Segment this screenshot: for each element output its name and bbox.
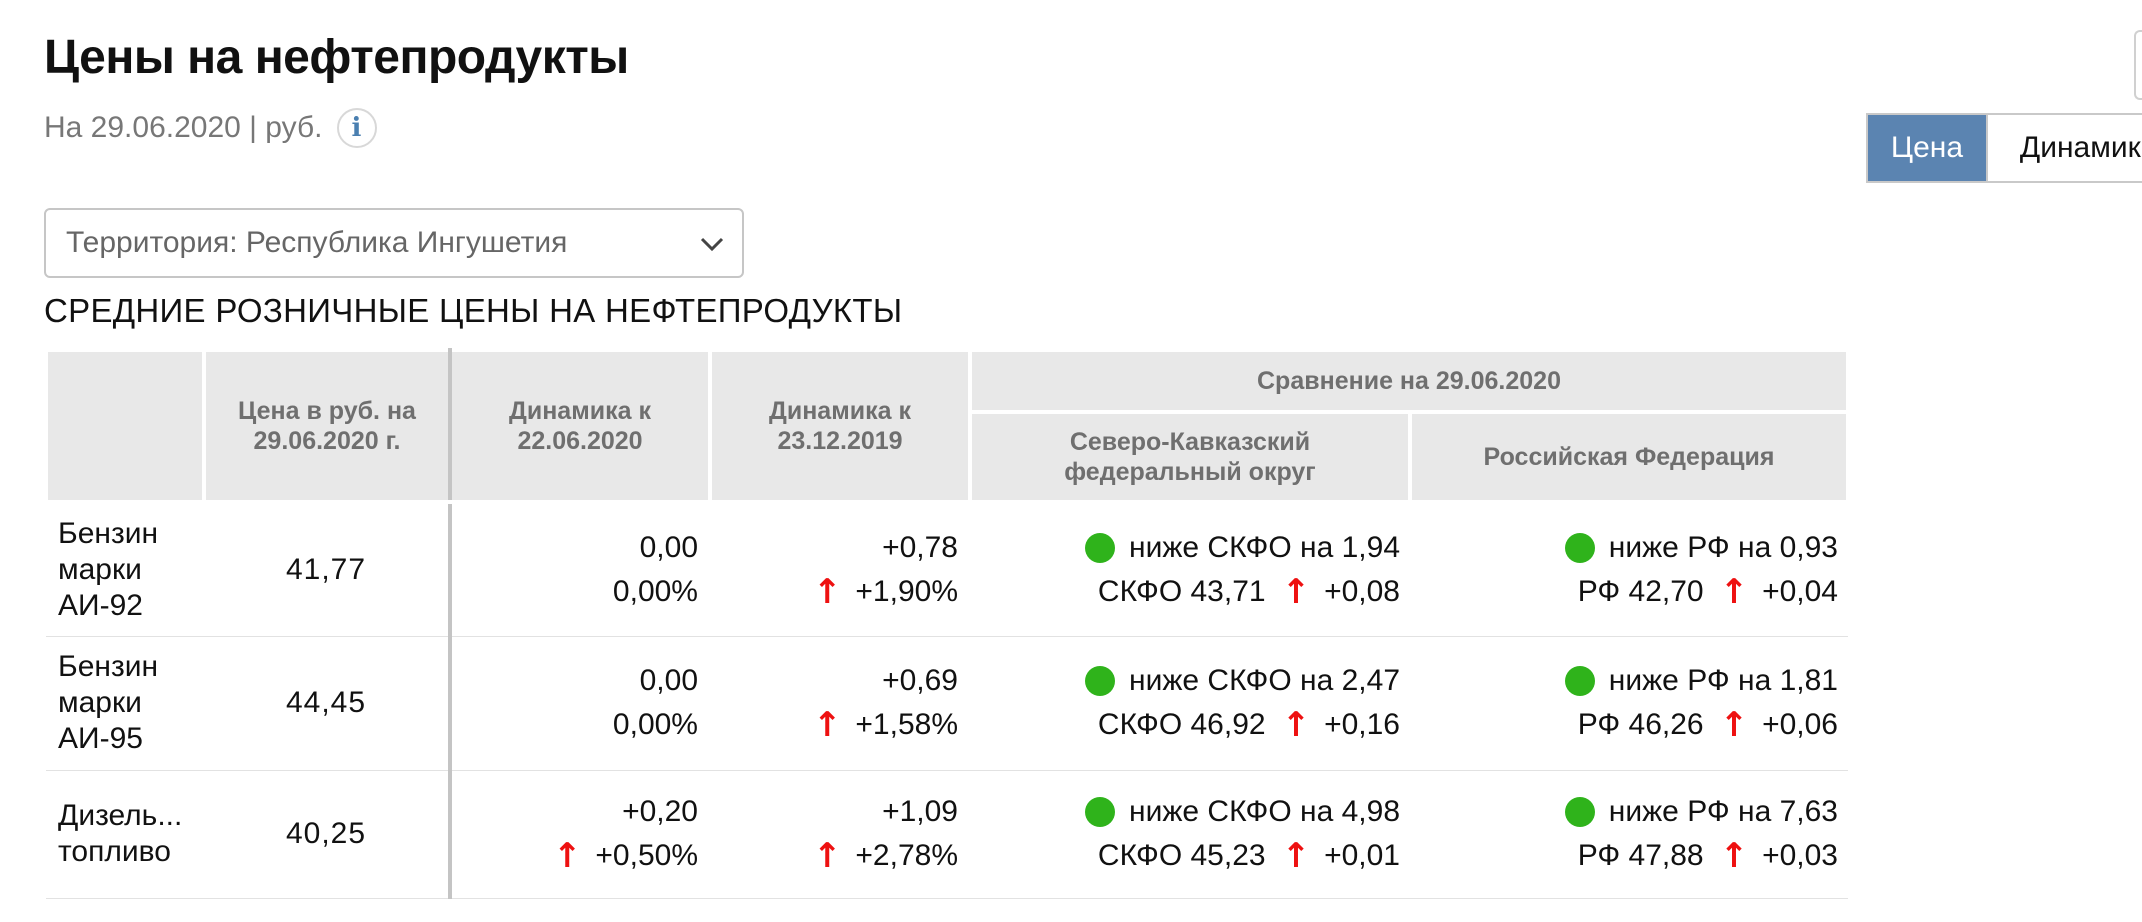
up-arrow-icon: ↑ <box>1719 836 1749 876</box>
district-ref-price: СКФО 43,71 <box>1097 574 1266 608</box>
district-comparison-cell: ниже СКФО на 1,94 СКФО 43,71 ↑ +0,08 <box>970 502 1410 637</box>
up-arrow-icon: ↑ <box>1719 571 1749 612</box>
product-name: Бензин марки АИ-95 <box>46 636 204 771</box>
up-arrow-icon: ↑ <box>552 836 582 876</box>
green-dot-icon <box>1085 532 1116 563</box>
dynamics-half-abs: +0,69 <box>882 664 958 697</box>
header-comparison: Сравнение на 29.06.2020 <box>968 348 1850 414</box>
header-product <box>44 348 206 504</box>
table-row: Бензин марки АИ-92 41,77 0,00 0,00% +0,7… <box>46 502 1848 637</box>
header-price: Цена в руб. на 29.06.2020 г. <box>202 348 452 504</box>
product-name: Дизель... топливо <box>46 770 204 899</box>
district-comparison-text: ниже СКФО на 1,94 <box>1129 530 1400 564</box>
edge-panel-handle[interactable] <box>2134 30 2142 100</box>
dynamics-half-cell: +0,69 ↑ +1,58% <box>710 636 970 771</box>
dynamics-week-cell: +0,20 ↑ +0,50% <box>450 770 710 899</box>
district-change: +0,08 <box>1324 574 1400 608</box>
dynamics-half-abs: +0,78 <box>882 530 958 564</box>
dynamics-week-abs: 0,00 <box>639 664 698 697</box>
dynamics-week-pct: 0,00% <box>612 574 698 608</box>
russia-change: +0,04 <box>1762 574 1838 608</box>
up-arrow-icon: ↑ <box>1281 571 1311 612</box>
up-arrow-icon: ↑ <box>812 836 842 876</box>
date-unit-subtitle: На 29.06.2020 | руб. i <box>44 108 377 148</box>
dynamics-half-cell: +1,09 ↑ +2,78% <box>710 770 970 899</box>
dynamics-week-pct: 0,00% <box>612 708 698 741</box>
up-arrow-icon: ↑ <box>812 571 842 612</box>
header-russia: Российская Федерация <box>1408 410 1850 504</box>
russia-comparison-text: ниже РФ на 1,81 <box>1608 664 1838 697</box>
dynamics-week-abs: 0,00 <box>639 530 698 564</box>
green-dot-icon <box>1564 797 1595 827</box>
dynamics-half-abs: +1,09 <box>882 795 958 828</box>
up-arrow-icon: ↑ <box>1281 836 1311 876</box>
header-dynamics-half-year: Динамика к 23.12.2019 <box>708 348 972 504</box>
russia-comparison-text: ниже РФ на 0,93 <box>1608 530 1838 564</box>
subtitle-text: На 29.06.2020 | руб. <box>44 111 323 144</box>
russia-comparison-cell: ниже РФ на 1,81 РФ 46,26 ↑ +0,06 <box>1410 636 1848 771</box>
up-arrow-icon: ↑ <box>1719 705 1749 745</box>
district-comparison-text: ниже СКФО на 2,47 <box>1129 664 1400 697</box>
district-ref-price: СКФО 46,92 <box>1097 708 1266 741</box>
dynamics-half-pct: +1,58% <box>855 708 958 741</box>
green-dot-icon <box>1564 666 1595 696</box>
table-row: Дизель... топливо 40,25 +0,20 ↑ +0,50% +1… <box>46 770 1848 899</box>
russia-change: +0,03 <box>1762 839 1838 872</box>
dynamics-week-abs: +0,20 <box>622 795 698 828</box>
section-title: СРЕДНИЕ РОЗНИЧНЫЕ ЦЕНЫ НА НЕФТЕПРОДУКТЫ <box>44 292 903 329</box>
price-value: 44,45 <box>204 636 452 771</box>
territory-select[interactable]: Территория: Республика Ингушетия <box>44 208 744 278</box>
table-row: Бензин марки АИ-95 44,45 0,00 0,00% +0,6… <box>46 636 1848 771</box>
russia-ref-price: РФ 47,88 <box>1577 839 1704 872</box>
toggle-dynamics-button[interactable]: Динамика <box>1986 115 2142 181</box>
price-value: 40,25 <box>204 770 452 899</box>
page-title: Цены на нефтепродукты <box>44 31 629 84</box>
district-change: +0,16 <box>1324 708 1400 741</box>
russia-ref-price: РФ 46,26 <box>1577 708 1704 741</box>
territory-select-value: Территория: Республика Ингушетия <box>66 226 568 259</box>
dynamics-half-pct: +2,78% <box>855 839 958 872</box>
up-arrow-icon: ↑ <box>1281 705 1311 745</box>
toggle-price-button[interactable]: Цена <box>1868 115 1986 181</box>
green-dot-icon <box>1085 797 1116 827</box>
price-value: 41,77 <box>204 502 452 637</box>
chevron-down-icon <box>700 237 724 252</box>
dynamics-week-cell: 0,00 0,00% <box>450 502 710 637</box>
dynamics-week-cell: 0,00 0,00% <box>450 636 710 771</box>
green-dot-icon <box>1085 666 1116 696</box>
russia-comparison-cell: ниже РФ на 7,63 РФ 47,88 ↑ +0,03 <box>1410 770 1848 899</box>
header-dynamics-week: Динамика к 22.06.2020 <box>448 348 712 504</box>
district-comparison-cell: ниже СКФО на 2,47 СКФО 46,92 ↑ +0,16 <box>970 636 1410 771</box>
district-change: +0,01 <box>1324 839 1400 872</box>
up-arrow-icon: ↑ <box>812 705 842 745</box>
russia-change: +0,06 <box>1762 708 1838 741</box>
green-dot-icon <box>1564 532 1595 563</box>
prices-table: Цена в руб. на 29.06.2020 г. Динамика к … <box>44 348 1850 899</box>
header-district: Северо-Кавказский федеральный округ <box>968 410 1412 504</box>
russia-ref-price: РФ 42,70 <box>1577 574 1704 608</box>
info-icon[interactable]: i <box>336 108 377 148</box>
product-name: Бензин марки АИ-92 <box>46 502 204 637</box>
district-comparison-cell: ниже СКФО на 4,98 СКФО 45,23 ↑ +0,01 <box>970 770 1410 899</box>
russia-comparison-cell: ниже РФ на 0,93 РФ 42,70 ↑ +0,04 <box>1410 502 1848 637</box>
dynamics-half-cell: +0,78 ↑ +1,90% <box>710 502 970 637</box>
dynamics-week-pct: +0,50% <box>595 839 698 872</box>
dynamics-half-pct: +1,90% <box>855 574 958 608</box>
view-toggle: Цена Динамика <box>1866 113 2142 183</box>
district-ref-price: СКФО 45,23 <box>1097 839 1266 872</box>
district-comparison-text: ниже СКФО на 4,98 <box>1129 795 1400 828</box>
russia-comparison-text: ниже РФ на 7,63 <box>1608 795 1838 828</box>
